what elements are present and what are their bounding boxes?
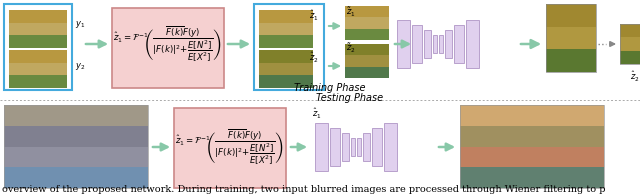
Text: Testing Phase: Testing Phase (316, 93, 383, 103)
Bar (466, 20, 479, 68)
Bar (620, 24, 640, 37)
Bar (620, 24, 640, 64)
Bar (259, 50, 313, 63)
Bar (9, 10, 67, 23)
Bar (620, 37, 640, 51)
Bar (345, 55, 389, 67)
Bar (445, 30, 452, 58)
Bar (372, 128, 382, 166)
Bar (439, 35, 443, 53)
Bar (9, 63, 67, 75)
Text: $\hat{z}_2$: $\hat{z}_2$ (309, 51, 319, 65)
Bar (259, 10, 313, 23)
Bar (345, 44, 389, 55)
Text: $y_2$: $y_2$ (75, 61, 85, 73)
Bar (4, 146, 148, 167)
Bar (357, 138, 361, 156)
Bar (342, 133, 349, 161)
Bar (460, 146, 604, 167)
Bar (259, 35, 313, 48)
Text: $\hat{z}_2$: $\hat{z}_2$ (630, 70, 640, 84)
Bar (345, 17, 389, 29)
Bar (174, 108, 286, 188)
Bar (351, 138, 355, 156)
Bar (433, 35, 437, 53)
Bar (454, 25, 464, 63)
Bar (384, 123, 397, 171)
Bar (254, 4, 324, 90)
Bar (620, 51, 640, 64)
Bar (259, 23, 313, 35)
Bar (546, 49, 596, 72)
Text: $\tilde{z}_1$: $\tilde{z}_1$ (346, 6, 356, 19)
Text: $\hat{z}_1 = \mathcal{F}^{-1}\!\!\left(\dfrac{\overline{F(k)}F(y)}{|F(k)|^2\!+\!: $\hat{z}_1 = \mathcal{F}^{-1}\!\!\left(\… (113, 24, 223, 63)
Bar (315, 123, 328, 171)
Bar (460, 105, 604, 126)
Bar (4, 105, 148, 126)
Bar (460, 126, 604, 146)
Bar (4, 4, 72, 90)
Bar (424, 30, 431, 58)
Bar (4, 105, 148, 188)
Bar (330, 128, 340, 166)
Bar (546, 4, 596, 72)
Bar (9, 50, 67, 63)
Text: overview of the proposed network. During training, two input blurred images are : overview of the proposed network. During… (2, 185, 605, 194)
Bar (345, 6, 389, 17)
Bar (9, 23, 67, 35)
Bar (345, 29, 389, 40)
Text: Training Phase: Training Phase (294, 83, 365, 93)
Bar (363, 133, 370, 161)
Bar (412, 25, 422, 63)
Bar (9, 35, 67, 48)
Bar (112, 8, 224, 88)
Bar (9, 75, 67, 88)
Bar (4, 126, 148, 146)
Bar (259, 63, 313, 75)
Bar (546, 27, 596, 49)
Bar (4, 167, 148, 188)
Bar (397, 20, 410, 68)
Bar (345, 67, 389, 78)
Text: $\hat{z}_1 = \mathcal{F}^{-1}\!\!\left(\dfrac{\overline{F(k)}F(y)}{|F(k)|^2\!+\!: $\hat{z}_1 = \mathcal{F}^{-1}\!\!\left(\… (175, 127, 285, 166)
Text: $\hat{z}_1$: $\hat{z}_1$ (312, 107, 322, 121)
Text: $\tilde{z}_2$: $\tilde{z}_2$ (346, 42, 356, 55)
Bar (460, 167, 604, 188)
Text: $y_1$: $y_1$ (75, 20, 85, 30)
Text: $\hat{z}_1$: $\hat{z}_1$ (309, 9, 319, 23)
Bar (546, 4, 596, 27)
Bar (259, 75, 313, 88)
Bar (460, 105, 604, 188)
